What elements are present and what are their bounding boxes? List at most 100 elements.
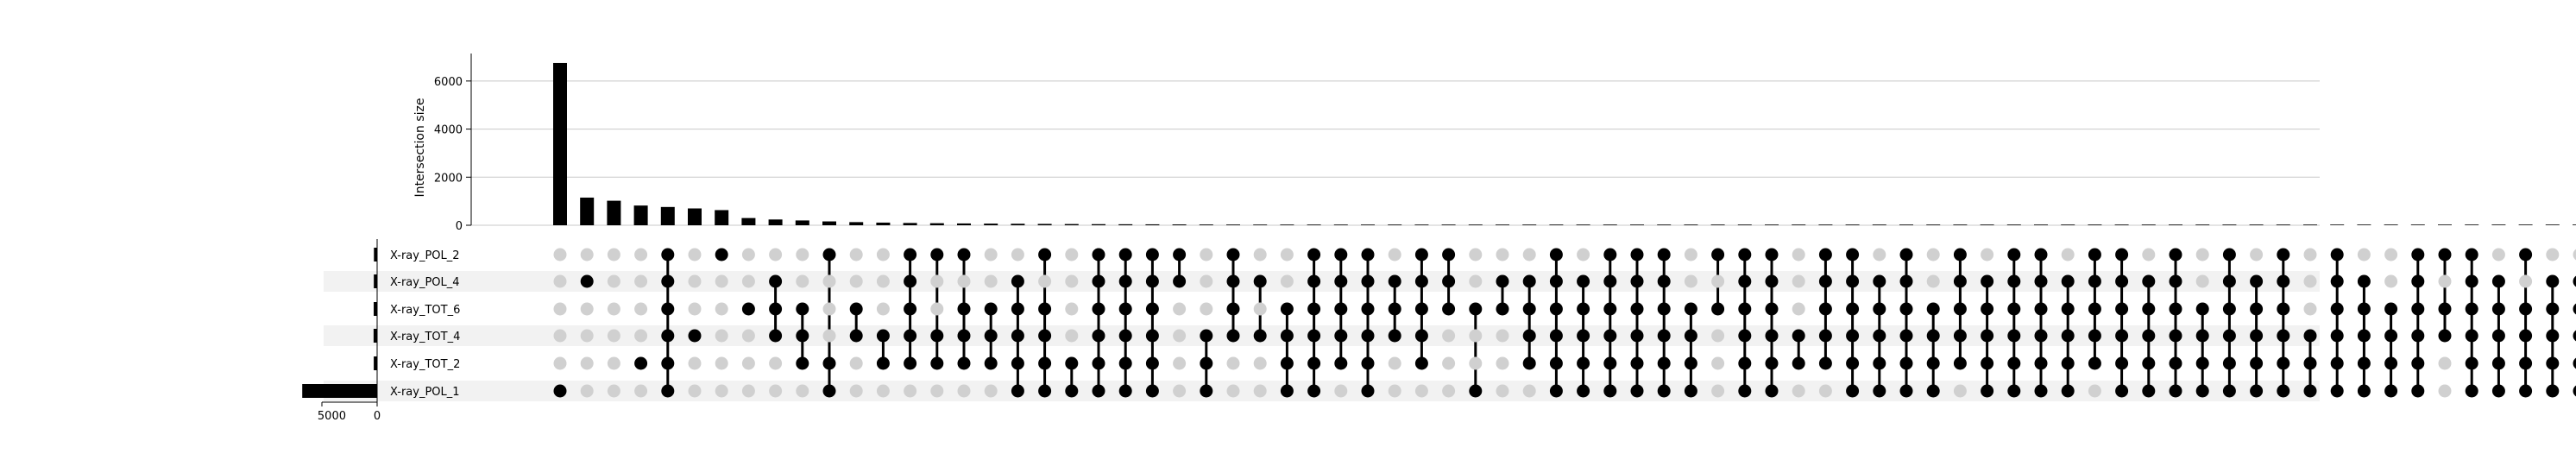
matrix-dot-active bbox=[2007, 384, 2021, 398]
matrix-dot-active bbox=[2250, 356, 2264, 370]
matrix-dot-active bbox=[2384, 384, 2398, 398]
matrix-dot-active bbox=[2195, 356, 2209, 370]
matrix-dot-inactive bbox=[1253, 356, 1267, 370]
matrix-dot-active bbox=[1846, 302, 1860, 316]
matrix-dot-active bbox=[1926, 302, 1940, 316]
matrix-dot-active bbox=[2115, 248, 2129, 262]
intersection-bar bbox=[849, 222, 864, 225]
intersection-bar bbox=[2384, 224, 2398, 225]
matrix-dot-active bbox=[1118, 248, 1132, 262]
matrix-dot-inactive bbox=[741, 248, 755, 262]
matrix-dot-active bbox=[1011, 302, 1024, 316]
intersection-bar bbox=[1199, 224, 1213, 225]
matrix-dot-active bbox=[984, 356, 998, 370]
matrix-dot-active bbox=[1899, 329, 1913, 343]
matrix-dot-active bbox=[2250, 329, 2264, 343]
matrix-dot-active bbox=[2384, 356, 2398, 370]
matrix-dot-active bbox=[1522, 302, 1536, 316]
matrix-dot-active bbox=[2250, 274, 2264, 288]
y-tick-label: 4000 bbox=[434, 124, 463, 137]
matrix-dot-active bbox=[2411, 302, 2425, 316]
matrix-dot-active bbox=[1577, 302, 1590, 316]
set-size-bars bbox=[302, 248, 377, 398]
matrix-dot-active bbox=[1118, 356, 1132, 370]
matrix-dot-active bbox=[1603, 329, 1617, 343]
intersection-bar bbox=[2491, 224, 2506, 225]
set-label: X-ray_POL_1 bbox=[390, 386, 460, 399]
matrix-dot-active bbox=[1092, 302, 1105, 316]
matrix-dot-active bbox=[1549, 329, 1563, 343]
matrix-dot-active bbox=[2277, 248, 2290, 262]
matrix-dot-active bbox=[1388, 329, 1401, 343]
matrix-dot-inactive bbox=[580, 302, 594, 316]
intersection-bar bbox=[2061, 224, 2075, 225]
intersection-bar bbox=[1522, 224, 1537, 225]
matrix-dot-inactive bbox=[822, 329, 836, 343]
matrix-dot-inactive bbox=[2491, 248, 2505, 262]
matrix-dot-inactive bbox=[688, 248, 702, 262]
intersection-bar bbox=[2114, 224, 2129, 225]
matrix-dot-active bbox=[1334, 248, 1348, 262]
matrix-dot-active bbox=[1765, 302, 1779, 316]
matrix-dot-inactive bbox=[1038, 274, 1052, 288]
matrix-dot-active bbox=[1738, 356, 1752, 370]
intersection-bar bbox=[1872, 224, 1886, 225]
matrix-dot-inactive bbox=[1253, 302, 1267, 316]
matrix-dot-active bbox=[1684, 302, 1697, 316]
matrix-dot-active bbox=[1280, 384, 1294, 398]
matrix-dot-active bbox=[2169, 302, 2182, 316]
matrix-dot-inactive bbox=[715, 384, 728, 398]
matrix-dot-active bbox=[1361, 356, 1375, 370]
matrix-dot-inactive bbox=[1684, 248, 1697, 262]
intersection-bar bbox=[2573, 224, 2576, 225]
matrix-dot-active bbox=[1118, 329, 1132, 343]
matrix-dot-inactive bbox=[1496, 384, 1509, 398]
matrix-dot-inactive bbox=[769, 356, 783, 370]
matrix-dot-active bbox=[822, 384, 836, 398]
matrix-dot-active bbox=[1792, 329, 1805, 343]
matrix-dot-active bbox=[2115, 302, 2129, 316]
matrix-dot-active bbox=[1307, 274, 1321, 288]
intersection-bar bbox=[553, 62, 567, 225]
matrix-dot-active bbox=[661, 274, 675, 288]
matrix-dot-inactive bbox=[688, 274, 702, 288]
matrix-dot-active bbox=[2007, 329, 2021, 343]
matrix-dot-inactive bbox=[1469, 329, 1483, 343]
intersection-bar bbox=[984, 224, 998, 225]
matrix-dot-active bbox=[849, 302, 863, 316]
bar-gridlines bbox=[471, 80, 2320, 226]
matrix-dot-inactive bbox=[741, 384, 755, 398]
matrix-dot-inactive bbox=[715, 302, 728, 316]
matrix-dot-active bbox=[2330, 329, 2344, 343]
matrix-dot-active bbox=[1899, 356, 1913, 370]
matrix-dot-inactive bbox=[1065, 274, 1079, 288]
matrix-dot-active bbox=[1280, 302, 1294, 316]
intersection-bar bbox=[1926, 224, 1941, 225]
matrix-dot-active bbox=[2222, 302, 2236, 316]
matrix-dot-active bbox=[904, 274, 917, 288]
set-size-bar bbox=[302, 384, 377, 398]
matrix-dot-active bbox=[1846, 248, 1860, 262]
matrix-dot-inactive bbox=[2573, 249, 2576, 261]
matrix-dot-active bbox=[1307, 384, 1321, 398]
matrix-dot-inactive bbox=[1173, 329, 1187, 343]
matrix-dot-active bbox=[1549, 248, 1563, 262]
matrix-dot-active bbox=[1603, 274, 1617, 288]
matrix-dot-active bbox=[1846, 384, 1860, 398]
intersection-bar bbox=[1576, 224, 1590, 225]
matrix-dot-inactive bbox=[1522, 248, 1536, 262]
matrix-dot-active bbox=[2195, 302, 2209, 316]
matrix-dot-active bbox=[822, 248, 836, 262]
matrix-dot-active bbox=[1011, 274, 1024, 288]
matrix-dot-active bbox=[2573, 385, 2576, 397]
matrix-dot-inactive bbox=[876, 302, 890, 316]
intersection-bar bbox=[2222, 224, 2237, 225]
matrix-dot-active bbox=[1577, 329, 1590, 343]
y-axis-label: Intersection size bbox=[413, 98, 427, 198]
matrix-dot-inactive bbox=[1792, 274, 1805, 288]
matrix-dot-active bbox=[1226, 329, 1240, 343]
matrix-dot-active bbox=[769, 274, 783, 288]
intersection-bar bbox=[607, 200, 621, 225]
matrix-dot-active bbox=[1092, 329, 1105, 343]
matrix-dot-active bbox=[1818, 248, 1832, 262]
